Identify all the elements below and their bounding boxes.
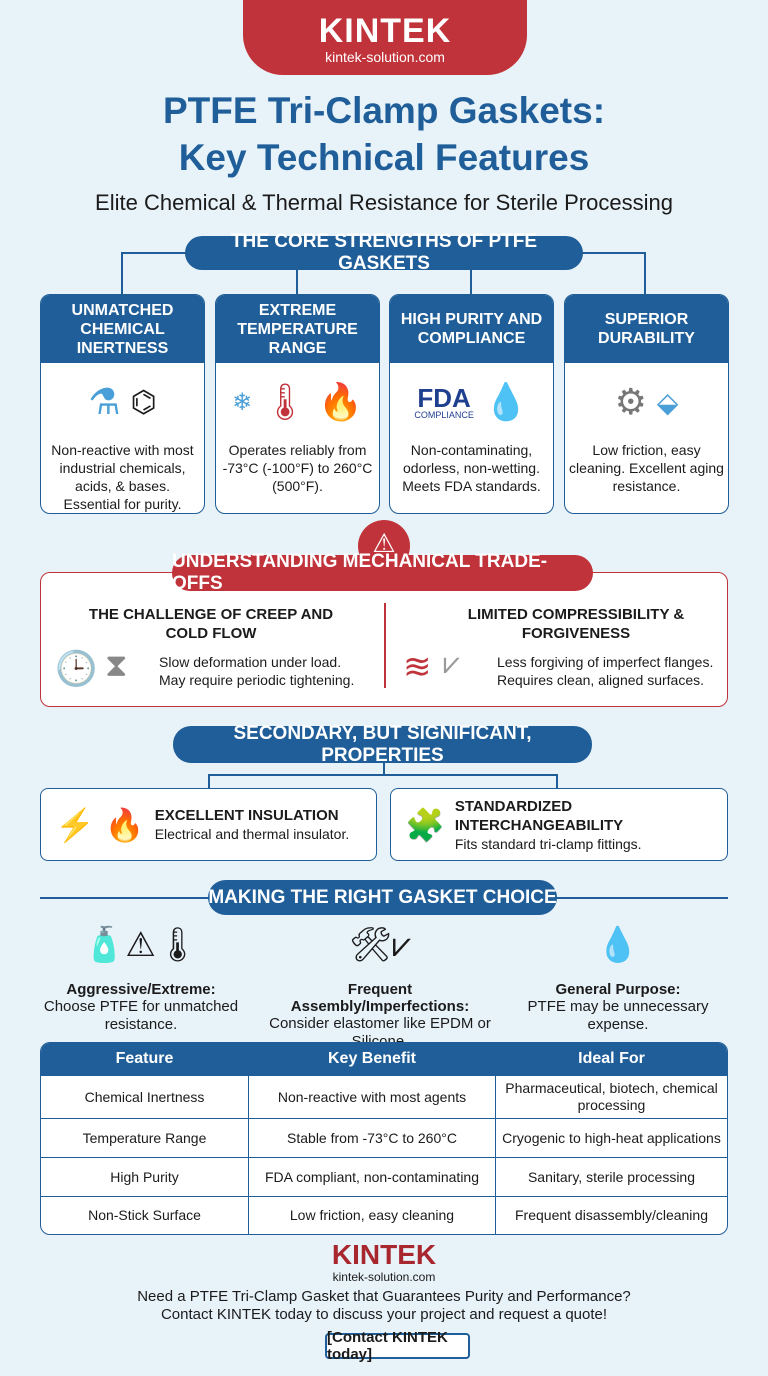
footer-line2: Contact KINTEK today to discuss your pro… <box>160 1306 608 1323</box>
core-strengths-heading: THE CORE STRENGTHS OF PTFE GASKETS <box>185 231 583 274</box>
hand-drop-icon: 💧 <box>596 926 640 964</box>
card-title: UNMATCHED CHEMICAL INERTNESS <box>41 295 204 363</box>
flame-icon: 🔥 <box>317 381 363 422</box>
header-url[interactable]: kintek-solution.com <box>325 49 445 65</box>
card-title: SUPERIOR DURABILITY <box>565 295 728 363</box>
water-drop-icon: 💧 <box>483 381 529 422</box>
page-title-line1: PTFE Tri-Clamp Gaskets: <box>162 90 606 131</box>
connector <box>470 252 472 296</box>
tools-icon: 🛠⩗ <box>348 926 412 964</box>
connector <box>383 763 385 775</box>
choice-frequent-assembly: 🛠⩗ Frequent Assembly/Imperfections: Consi… <box>265 925 495 1051</box>
page-subtitle: Elite Chemical & Thermal Resistance for … <box>95 190 673 215</box>
footer-line1: Need a PTFE Tri-Clamp Gasket that Guaran… <box>137 1288 631 1305</box>
card-title: HIGH PURITY AND COMPLIANCE <box>390 295 553 363</box>
interchangeability-box: 🧩 STANDARDIZED INTERCHANGEABILITY Fits st… <box>390 788 728 861</box>
choice-aggressive: 🧴⚠🌡 Aggressive/Extreme: Choose PTFE for u… <box>26 925 256 1034</box>
kintek-logo: KINTEK <box>318 12 452 50</box>
card-title: EXTREME TEMPERATURE RANGE <box>216 295 379 363</box>
lightning-icon: ⚡ <box>55 806 95 843</box>
imperfect-flange-icon: ⩗ <box>443 647 460 680</box>
property-text: Electrical and thermal insulator. <box>154 826 350 842</box>
table-row: Chemical Inertness Non-reactive with most… <box>41 1075 727 1118</box>
card-text: Low friction, easy cleaning. Excellent a… <box>569 442 724 494</box>
footer-url[interactable]: kintek-solution.com <box>332 1270 436 1284</box>
contact-button[interactable]: [Contact KINTEK today] <box>325 1329 470 1363</box>
flask-icon: ⚗ <box>88 381 121 422</box>
table-header: Feature Key Benefit Ideal For <box>41 1043 727 1075</box>
choice-heading: MAKING THE RIGHT GASKET CHOICE <box>208 880 557 915</box>
connector <box>556 774 558 788</box>
gear-icon: ⚙ <box>614 381 647 422</box>
flame-icon: 🔥 <box>104 806 145 843</box>
footer-logo: KINTEK <box>331 1239 437 1270</box>
card-text: Operates reliably from -73°C (-100°F) to… <box>222 442 373 494</box>
choice-general-purpose: 💧 General Purpose: PTFE may be unnecessar… <box>503 925 733 1034</box>
tradeoff-title: LIMITED COMPRESSIBILITY & FORGIVENESS <box>467 606 685 642</box>
low-friction-surface-icon: ⬙ <box>656 386 679 418</box>
comparison-table: Feature Key Benefit Ideal For Chemical Ine… <box>40 1042 728 1235</box>
header-logo-tab: KINTEK kintek-solution.com <box>243 0 527 75</box>
connector <box>296 252 298 296</box>
spring-icon: ≋ <box>403 648 432 686</box>
card-temperature-range: EXTREME TEMPERATURE RANGE ❄ 🌡 🔥 Operates r… <box>215 294 380 514</box>
connector <box>121 252 123 296</box>
card-text: Non-reactive with most industrial chemic… <box>51 442 194 512</box>
tradeoffs-heading: UNDERSTANDING MECHANICAL TRADE-OFFS <box>172 551 593 594</box>
property-text: Fits standard tri-clamp fittings. <box>454 835 642 852</box>
table-row: Non-Stick Surface Low friction, easy clea… <box>41 1196 727 1234</box>
connector <box>208 774 558 776</box>
page-title-line2: Key Technical Features <box>178 137 590 178</box>
table-row: Temperature Range Stable from -73°C to 26… <box>41 1118 727 1157</box>
insulation-box: ⚡ 🔥 EXCELLENT INSULATION Electrical and th… <box>40 788 377 861</box>
chemical-bottle-thermometer-icon: 🧴⚠🌡 <box>83 926 199 964</box>
deformation-icon: ⧗ <box>105 647 128 683</box>
connector <box>208 774 210 788</box>
property-title: STANDARDIZED INTERCHANGEABILITY <box>454 797 624 834</box>
secondary-heading: SECONDARY, BUT SIGNIFICANT, PROPERTIES <box>173 723 592 766</box>
card-text: Non-contaminating, odorless, non-wetting… <box>402 442 541 494</box>
connector <box>644 252 646 296</box>
property-title: EXCELLENT INSULATION <box>154 807 339 824</box>
card-superior-durability: SUPERIOR DURABILITY ⚙ ⬙ Low friction, eas… <box>564 294 729 514</box>
card-high-purity: HIGH PURITY AND COMPLIANCE FDA COMPLIANCE… <box>389 294 554 514</box>
tradeoffs-box: THE CHALLENGE OF CREEP AND COLD FLOW 🕒 ⧗… <box>40 572 728 707</box>
clock-icon: 🕒 <box>55 650 98 688</box>
snowflake-icon: ❄ <box>232 388 253 416</box>
divider <box>384 603 386 688</box>
puzzle-icon: 🧩 <box>405 806 445 843</box>
table-row: High Purity FDA compliant, non-contaminat… <box>41 1157 727 1196</box>
tradeoff-title: THE CHALLENGE OF CREEP AND COLD FLOW <box>88 606 334 642</box>
thermometer-icon: 🌡 <box>262 381 308 422</box>
footer: KINTEK kintek-solution.com Need a PTFE T… <box>0 1240 768 1324</box>
tradeoff-text: Slow deformation under load. May require … <box>159 654 355 688</box>
fda-logo: FDA COMPLIANCE <box>414 382 474 420</box>
card-chemical-inertness: UNMATCHED CHEMICAL INERTNESS ⚗ ⌬ Non-reac… <box>40 294 205 514</box>
tradeoff-text: Less forgiving of imperfect flanges. Requ… <box>497 654 714 688</box>
molecule-icon: ⌬ <box>130 385 157 419</box>
